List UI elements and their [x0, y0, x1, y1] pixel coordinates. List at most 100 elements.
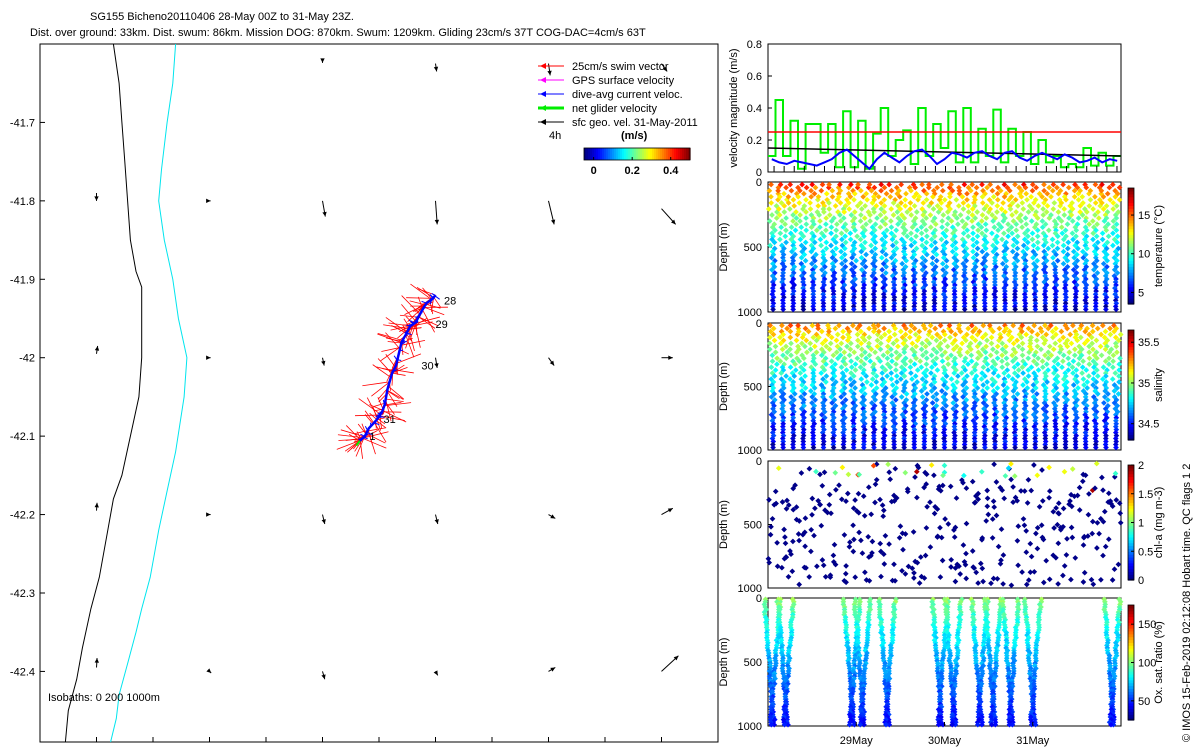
- colorbar-segment: [662, 148, 665, 160]
- temperature-data-point: [901, 306, 908, 313]
- temperature-data-point: [812, 257, 818, 264]
- chlorophyll-colorbar-label: chl-a (mg m-3): [1153, 487, 1165, 559]
- temperature-data-point: [800, 233, 807, 240]
- temperature-data-point: [837, 200, 844, 206]
- chlorophyll-colorbar-segment: [1128, 465, 1134, 469]
- temperature-data-point: [881, 203, 888, 209]
- temperature-data-point: [855, 181, 861, 188]
- sfc-geo-arrowhead: [550, 219, 556, 225]
- colorbar-segment: [658, 148, 661, 160]
- isobath-200m-line: [64, 43, 143, 743]
- temperature-data-point: [882, 215, 889, 221]
- temperature-data-point: [916, 193, 923, 200]
- temperature-data-point: [879, 248, 886, 255]
- track-day-label: 29: [436, 319, 448, 331]
- sfc-geo-arrowhead: [206, 512, 211, 517]
- temperature-data-point: [914, 227, 921, 234]
- swim-vector: [414, 323, 421, 348]
- sfc-geo-arrowhead: [206, 668, 212, 673]
- temperature-data-point: [860, 193, 867, 200]
- swim-vector: [364, 410, 375, 424]
- swim-vector: [380, 346, 401, 362]
- oxygen-frame: [767, 597, 1122, 727]
- temperature-data-point: [907, 200, 914, 206]
- temperature-data-point: [919, 266, 926, 273]
- temperature-data-point: [807, 206, 814, 212]
- temperature-data-point: [921, 187, 927, 194]
- colorbar-segment: [628, 148, 631, 160]
- colorbar-segment: [684, 148, 687, 160]
- swim-vector: [354, 430, 368, 435]
- temperature-data-point: [883, 190, 890, 197]
- temperature-data-point: [882, 233, 889, 240]
- temperature-data-point: [911, 203, 918, 209]
- temperature-data-point: [878, 181, 885, 188]
- swim-vector: [377, 333, 402, 343]
- temperature-data-point: [842, 257, 849, 264]
- temperature-data-point: [830, 300, 837, 307]
- temperature-data-point: [777, 236, 783, 243]
- temperature-data-point: [923, 215, 930, 221]
- temperature-data-point: [822, 263, 828, 270]
- map-y-tick-label: -42.3: [10, 588, 35, 600]
- swim-vector: [386, 390, 400, 400]
- temperature-data-point: [797, 218, 803, 224]
- temperature-data-point: [902, 196, 909, 203]
- temperature-data-point: [791, 203, 798, 209]
- temperature-data-point: [768, 193, 774, 200]
- temperature-data-point: [841, 245, 848, 252]
- temperature-colorbar-label: temperature (°C): [1153, 205, 1165, 287]
- colorbar-segment: [630, 148, 633, 160]
- swim-vector: [362, 437, 387, 449]
- colorbar-segment: [594, 148, 597, 160]
- temperature-data-point: [823, 215, 830, 221]
- temperature-data-point: [851, 190, 858, 197]
- temperature-data-point: [908, 236, 915, 243]
- temperature-data-point: [896, 193, 903, 200]
- dive-avg-current-line: [771, 148, 1118, 171]
- temperature-data-point: [861, 300, 867, 307]
- temperature-data-point: [918, 224, 925, 231]
- temperature-data-point: [908, 230, 914, 237]
- net-glider-velocity-vector: [355, 440, 361, 447]
- legend-label: GPS surface velocity: [572, 75, 675, 87]
- temperature-data-point: [879, 218, 886, 224]
- colorbar-segment: [682, 148, 685, 160]
- swim-vector: [385, 332, 401, 350]
- swim-vector: [405, 334, 415, 358]
- temperature-data-point: [830, 294, 837, 301]
- legend-label: net glider velocity: [572, 103, 657, 115]
- colorbar-segment: [670, 148, 673, 160]
- temperature-data-point: [796, 200, 803, 206]
- swim-vector: [340, 429, 365, 438]
- swim-vector: [373, 402, 386, 407]
- temperature-data-point: [823, 227, 829, 234]
- colorbar-segment: [640, 148, 643, 160]
- temperature-data-point: [847, 193, 854, 200]
- temperature-data-point: [783, 215, 789, 221]
- sfc-geo-arrowhead: [94, 658, 99, 663]
- temperature-data-point: [837, 187, 844, 194]
- temperature-data-point: [871, 306, 877, 313]
- temperature-data-point: [832, 203, 839, 209]
- temperature-data-point: [930, 193, 936, 200]
- temperature-data-point: [799, 181, 805, 188]
- temperature-data-point: [845, 200, 852, 206]
- swim-vector: [345, 437, 363, 441]
- temperature-data-point: [778, 224, 785, 231]
- salinity-colorbar-segment: [1128, 330, 1134, 334]
- temperature-data-point: [828, 230, 834, 237]
- temperature-data-point: [801, 251, 808, 258]
- temperature-data-point: [932, 221, 939, 228]
- swim-vector: [385, 398, 404, 402]
- legend-arrowhead: [540, 119, 546, 125]
- temperature-data-point: [793, 209, 799, 215]
- swim-vector: [355, 436, 366, 457]
- colorbar-segment: [644, 148, 647, 160]
- temperature-data-point: [882, 270, 889, 276]
- temperature-data-point: [879, 273, 886, 279]
- swim-vector: [401, 295, 421, 315]
- temperature-data-point: [912, 184, 919, 191]
- temperature-data-point: [829, 187, 836, 194]
